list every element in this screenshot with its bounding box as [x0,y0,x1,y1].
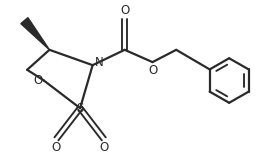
Text: O: O [99,141,108,154]
Text: O: O [120,4,129,17]
Text: N: N [94,56,103,69]
Text: O: O [148,64,157,77]
Text: S: S [76,102,84,115]
Polygon shape [21,18,50,50]
Text: O: O [52,141,61,154]
Text: O: O [33,74,42,87]
